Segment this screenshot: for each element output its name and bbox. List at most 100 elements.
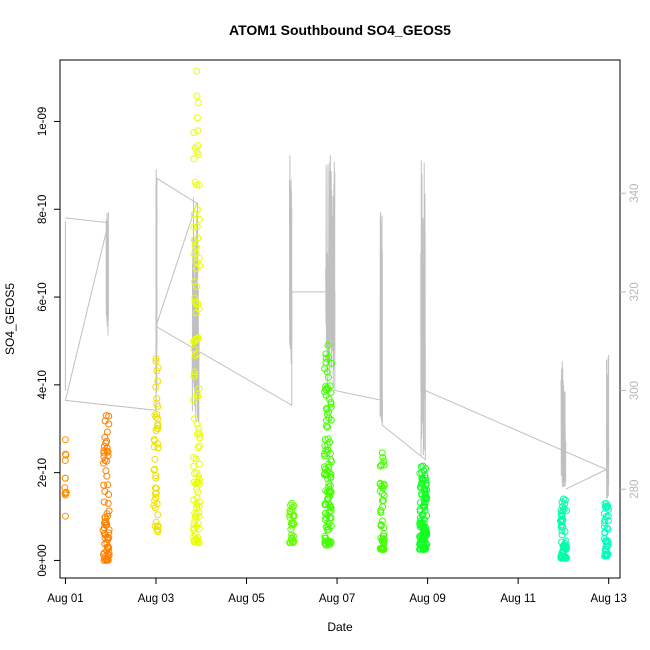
scatter-point bbox=[192, 513, 199, 521]
scatter-point bbox=[420, 526, 428, 534]
scatter-point bbox=[416, 545, 423, 553]
scatter-point bbox=[323, 422, 330, 430]
scatter-point bbox=[104, 556, 112, 564]
scatter-point bbox=[601, 552, 609, 560]
scatter-point bbox=[421, 488, 429, 496]
y-axis: 0e+00 2e-10 4e-10 6e-10 8e-10 1e-09 bbox=[37, 107, 61, 577]
scatter-point bbox=[416, 483, 424, 491]
scatter-point bbox=[290, 511, 298, 519]
scatter-point bbox=[560, 552, 568, 560]
scatter-point bbox=[288, 519, 296, 527]
y-tick-label: 2e-10 bbox=[37, 458, 49, 487]
scatter-point bbox=[377, 461, 385, 469]
scatter-point bbox=[321, 365, 329, 373]
scatter-point bbox=[601, 503, 609, 511]
x-axis: Aug 01 Aug 03 Aug 05 Aug 07 Aug 09 Aug 11 Aug … bbox=[47, 577, 627, 605]
scatter-point bbox=[103, 444, 111, 452]
scatter-point bbox=[327, 403, 335, 411]
scatter-point bbox=[379, 497, 387, 504]
scatter-point bbox=[423, 486, 431, 494]
line-segment-1 bbox=[105, 212, 109, 336]
scatter-point bbox=[193, 469, 200, 477]
scatter-point bbox=[195, 442, 203, 450]
scatter-point bbox=[379, 545, 387, 553]
scatter-point bbox=[192, 244, 200, 251]
scatter-point bbox=[600, 535, 608, 543]
scatter-point bbox=[416, 517, 424, 525]
scatter-point bbox=[153, 500, 161, 508]
scatter-point bbox=[380, 524, 388, 532]
plot-frame bbox=[59, 59, 621, 579]
scatter-point bbox=[194, 444, 202, 452]
scatter-point bbox=[104, 448, 112, 456]
scatter-point bbox=[103, 510, 111, 518]
scatter-point bbox=[152, 383, 160, 391]
scatter-point bbox=[322, 392, 330, 399]
scatter-point bbox=[61, 474, 69, 482]
scatter-point bbox=[321, 450, 328, 458]
scatter-point bbox=[380, 457, 388, 465]
scatter-point bbox=[190, 462, 198, 470]
x-tick-label: Aug 07 bbox=[319, 593, 355, 605]
scatter-point bbox=[324, 521, 332, 529]
scatter-point bbox=[195, 460, 203, 468]
scatter-point bbox=[152, 518, 160, 526]
scatter-point bbox=[323, 488, 331, 496]
scatter-point bbox=[420, 467, 428, 475]
scatter-point bbox=[100, 530, 108, 537]
scatter-point bbox=[153, 395, 161, 403]
scatter-point bbox=[600, 510, 608, 518]
scatter-point bbox=[61, 457, 69, 464]
scatter-point bbox=[559, 516, 567, 524]
scatter-point bbox=[321, 509, 329, 517]
scatter-point bbox=[602, 502, 610, 510]
scatter-point bbox=[195, 502, 203, 510]
scatter-point bbox=[154, 522, 162, 530]
secondary-line-layer bbox=[64, 155, 610, 499]
scatter-point bbox=[420, 536, 428, 543]
scatter-point bbox=[191, 298, 199, 306]
y2-tick-label: 300 bbox=[629, 381, 641, 400]
scatter-point bbox=[62, 512, 69, 520]
line-connector bbox=[64, 177, 609, 490]
scatter-point bbox=[327, 522, 335, 530]
scatter-point bbox=[326, 503, 334, 511]
scatter-point bbox=[327, 416, 335, 424]
scatter-point bbox=[154, 526, 162, 534]
y-axis-label: SO4_GEOS5 bbox=[3, 283, 17, 355]
scatter-point bbox=[195, 509, 203, 517]
scatter-point bbox=[562, 537, 570, 545]
scatter-point bbox=[190, 371, 198, 378]
scatter-point bbox=[418, 475, 426, 483]
scatter-point bbox=[322, 383, 330, 390]
scatter-point bbox=[102, 518, 110, 525]
scatter-point bbox=[196, 215, 203, 223]
scatter-point bbox=[377, 545, 385, 553]
scatter-point bbox=[421, 490, 429, 498]
scatter-point bbox=[193, 420, 201, 428]
scatter-point bbox=[104, 551, 112, 559]
scatter-point bbox=[324, 495, 332, 503]
scatter-point bbox=[103, 521, 111, 529]
scatter-point bbox=[376, 487, 384, 495]
scatter-point bbox=[150, 436, 158, 443]
scatter-point bbox=[154, 523, 161, 530]
scatter-point bbox=[380, 480, 388, 488]
scatter-point bbox=[327, 359, 335, 367]
scatter-point bbox=[601, 528, 609, 536]
scatter-point bbox=[376, 479, 384, 487]
scatter-point bbox=[152, 355, 160, 362]
scatter-point bbox=[376, 462, 384, 470]
scatter-point bbox=[321, 452, 329, 460]
scatter-point bbox=[417, 534, 425, 542]
scatter-point bbox=[102, 521, 110, 529]
scatter-point bbox=[101, 487, 109, 495]
scatter-point bbox=[190, 129, 198, 136]
scatter-point bbox=[191, 242, 199, 250]
line-segment-4 bbox=[289, 155, 293, 364]
scatter-point bbox=[558, 531, 566, 539]
scatter-point bbox=[154, 403, 162, 410]
scatter-point bbox=[321, 534, 329, 542]
scatter-point bbox=[325, 463, 333, 471]
line-segment-5 bbox=[325, 155, 336, 389]
